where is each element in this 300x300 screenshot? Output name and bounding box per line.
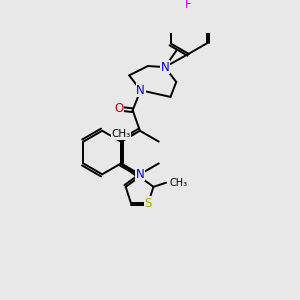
Text: N: N xyxy=(136,168,144,181)
Text: N: N xyxy=(136,84,145,97)
Text: CH₃: CH₃ xyxy=(169,178,188,188)
Text: S: S xyxy=(145,197,152,210)
Text: N: N xyxy=(160,61,169,74)
Text: CH₃: CH₃ xyxy=(111,129,130,139)
Text: F: F xyxy=(185,0,192,11)
Text: O: O xyxy=(114,102,124,115)
